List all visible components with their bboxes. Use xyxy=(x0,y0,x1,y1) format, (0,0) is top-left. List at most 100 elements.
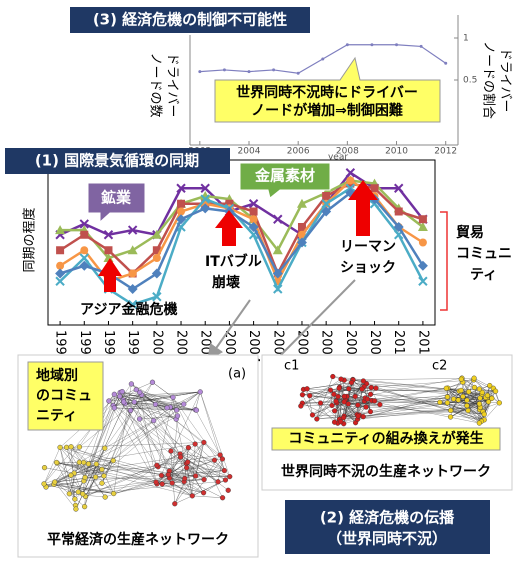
node xyxy=(174,407,180,413)
label-box xyxy=(271,427,501,451)
edge xyxy=(113,405,159,467)
point xyxy=(176,183,186,193)
point xyxy=(79,260,90,271)
edge xyxy=(186,463,205,480)
x-tick-label: 2004 xyxy=(238,147,261,157)
node xyxy=(185,459,191,465)
node xyxy=(41,481,47,487)
node xyxy=(496,400,502,406)
edge xyxy=(113,482,157,494)
point xyxy=(151,229,162,239)
point xyxy=(247,70,251,74)
edge xyxy=(162,483,193,496)
edge xyxy=(187,462,196,476)
y-label: 同期の程度 xyxy=(22,207,38,272)
edge xyxy=(84,460,114,478)
point xyxy=(272,268,283,279)
bracket xyxy=(440,211,448,311)
edge xyxy=(306,388,313,415)
point xyxy=(127,225,138,235)
x-label: year xyxy=(328,153,348,163)
network-label: ニティ xyxy=(36,408,77,424)
edge xyxy=(114,407,197,411)
node xyxy=(76,444,83,450)
series-label: 金属素材 xyxy=(254,167,315,185)
node xyxy=(137,389,143,395)
node xyxy=(492,388,499,394)
arrow xyxy=(98,258,122,292)
section-title: （世界同時不況） xyxy=(327,530,447,548)
node xyxy=(307,393,313,399)
callout-text: 世界同時不況時にドライバー xyxy=(236,84,418,101)
edge xyxy=(336,402,340,420)
y-label: ノードの数 xyxy=(148,52,163,117)
point xyxy=(345,43,349,47)
edge xyxy=(74,456,181,474)
point xyxy=(273,284,283,294)
edge xyxy=(124,403,177,420)
node xyxy=(193,407,200,413)
node xyxy=(448,407,454,414)
node xyxy=(336,385,342,391)
y2-tick-label: 1 xyxy=(463,34,469,44)
point xyxy=(249,207,258,216)
edge xyxy=(85,456,181,497)
y-label: ドライバー xyxy=(165,53,180,118)
edge xyxy=(155,404,204,443)
edge xyxy=(119,391,201,397)
node xyxy=(111,405,117,411)
edge xyxy=(172,397,230,477)
edge xyxy=(56,462,204,493)
network-label: コミュニティの組み換えが発生 xyxy=(288,430,483,447)
point xyxy=(444,61,448,65)
point xyxy=(152,292,162,302)
node xyxy=(489,395,495,401)
node xyxy=(52,479,58,485)
node xyxy=(364,396,371,402)
node xyxy=(451,396,457,402)
point xyxy=(419,44,423,48)
edge xyxy=(54,481,70,494)
node xyxy=(164,405,170,411)
node xyxy=(211,457,218,463)
point xyxy=(418,276,428,286)
node xyxy=(335,393,341,400)
point xyxy=(418,215,427,224)
annotation: アジア金融危機 xyxy=(80,301,177,318)
node xyxy=(298,403,304,409)
edge xyxy=(447,391,469,403)
edge xyxy=(113,447,189,494)
section-title: (2) 経済危機の伝播 xyxy=(320,509,455,527)
node xyxy=(76,459,82,465)
edge xyxy=(114,394,193,496)
edge xyxy=(66,447,185,479)
node xyxy=(330,373,336,380)
point xyxy=(56,261,65,270)
edge xyxy=(88,400,110,464)
edge xyxy=(353,378,475,381)
node xyxy=(352,393,358,400)
node xyxy=(377,401,383,408)
node xyxy=(460,393,466,400)
edge xyxy=(53,391,201,485)
point xyxy=(248,222,259,232)
point xyxy=(321,57,325,61)
edge xyxy=(192,495,223,498)
edge xyxy=(79,442,204,448)
edge xyxy=(74,404,184,500)
node xyxy=(133,387,139,393)
edge xyxy=(59,447,70,494)
edge xyxy=(170,391,201,408)
edge xyxy=(156,391,201,484)
node xyxy=(215,479,221,485)
point xyxy=(152,246,161,255)
point xyxy=(198,70,202,74)
node xyxy=(476,420,482,426)
edge xyxy=(124,394,142,404)
node xyxy=(487,382,493,389)
node xyxy=(484,392,491,399)
title: (3) 経済危機の制御不可能性 xyxy=(93,11,287,29)
edge xyxy=(200,391,230,477)
point xyxy=(248,199,259,209)
edge xyxy=(74,473,83,494)
